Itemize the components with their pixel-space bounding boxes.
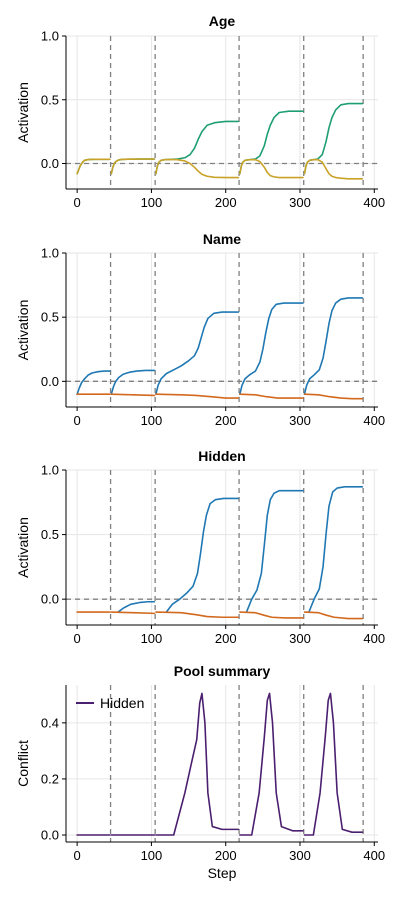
series-line-7: [155, 611, 240, 619]
series-line-1: [76, 370, 111, 395]
y-tick-label: 1.0: [41, 246, 59, 261]
series-line-3: [155, 692, 240, 836]
x-tick-label: 0: [74, 848, 81, 863]
y-tick-label: 1.0: [41, 29, 59, 44]
chart-title: Age: [209, 13, 236, 29]
x-tick-label: 0: [74, 195, 81, 210]
y-axis-label: Activation: [15, 300, 31, 361]
series-line-3: [155, 311, 240, 395]
x-tick-label: 200: [215, 848, 237, 863]
series-line-7: [110, 393, 156, 397]
y-tick-label: 0.0: [41, 156, 59, 171]
x-tick-label: 400: [363, 413, 385, 428]
x-tick-label: 200: [215, 413, 237, 428]
chart-title: Hidden: [198, 448, 245, 464]
y-axis-label: Activation: [15, 82, 31, 143]
chart-panel-2: 0 100 200 300 400 0.0 0.5 1.0 Name Activation: [15, 231, 385, 428]
series-line-2: [165, 497, 240, 613]
y-tick-label: 1.0: [41, 463, 59, 478]
series-line-6: [155, 158, 240, 179]
series-line-10: [303, 158, 364, 180]
y-tick-label: 0.0: [41, 592, 59, 607]
chart-panel-1: 0 100 200 300 400 0.0 0.5 1.0 Age Activation: [15, 13, 385, 210]
series-line-5: [303, 297, 364, 395]
series-line-8: [239, 158, 304, 179]
series-line-2: [76, 158, 111, 175]
series-line-4: [239, 692, 304, 836]
x-tick-label: 200: [215, 195, 237, 210]
y-tick-label: 0.5: [41, 527, 59, 542]
x-tick-label: 100: [141, 848, 163, 863]
x-tick-label: 100: [141, 631, 163, 646]
series-line-8: [155, 393, 240, 399]
chart-panel-4: 0 100 200 300 400 0.0 0.2 0.4 Pool summary Confli…: [15, 663, 385, 881]
y-axis-label: Conflict: [15, 740, 31, 787]
y-tick-label: 0.4: [41, 715, 59, 730]
x-tick-label: 100: [141, 413, 163, 428]
x-tick-label: 0: [74, 413, 81, 428]
y-tick-label: 0.5: [41, 92, 59, 107]
x-tick-label: 300: [289, 413, 311, 428]
x-tick-label: 300: [289, 195, 311, 210]
x-tick-label: 300: [289, 848, 311, 863]
x-axis-label: Step: [208, 865, 237, 881]
series-line-10: [303, 393, 364, 400]
chart-panel-3: 0 100 200 300 400 0.0 0.5 1.0 Hidden Activation: [15, 448, 385, 646]
y-tick-label: 0.0: [41, 374, 59, 389]
legend-label: Hidden: [100, 695, 144, 711]
series-line-4: [308, 485, 364, 613]
y-tick-label: 0.5: [41, 310, 59, 325]
series-line-8: [239, 611, 304, 619]
series-line-3: [245, 489, 304, 613]
x-tick-label: 300: [289, 631, 311, 646]
x-tick-label: 100: [141, 195, 163, 210]
series-line-5: [303, 692, 364, 836]
series-line-9: [303, 611, 364, 620]
y-axis-label: Activation: [15, 517, 31, 578]
x-tick-label: 200: [215, 631, 237, 646]
x-tick-label: 0: [74, 631, 81, 646]
x-tick-label: 400: [363, 848, 385, 863]
x-tick-label: 400: [363, 631, 385, 646]
series-line-4: [239, 302, 304, 395]
x-tick-label: 400: [363, 195, 385, 210]
chart-title: Pool summary: [174, 663, 271, 679]
y-tick-label: 0.0: [41, 827, 59, 842]
series-line-2: [110, 369, 156, 395]
series-line-9: [239, 393, 304, 399]
series-line-4: [110, 158, 156, 175]
chart-title: Name: [203, 231, 241, 247]
y-tick-label: 0.2: [41, 771, 59, 786]
series-line-6: [110, 611, 156, 615]
series-line-1: [117, 600, 156, 613]
